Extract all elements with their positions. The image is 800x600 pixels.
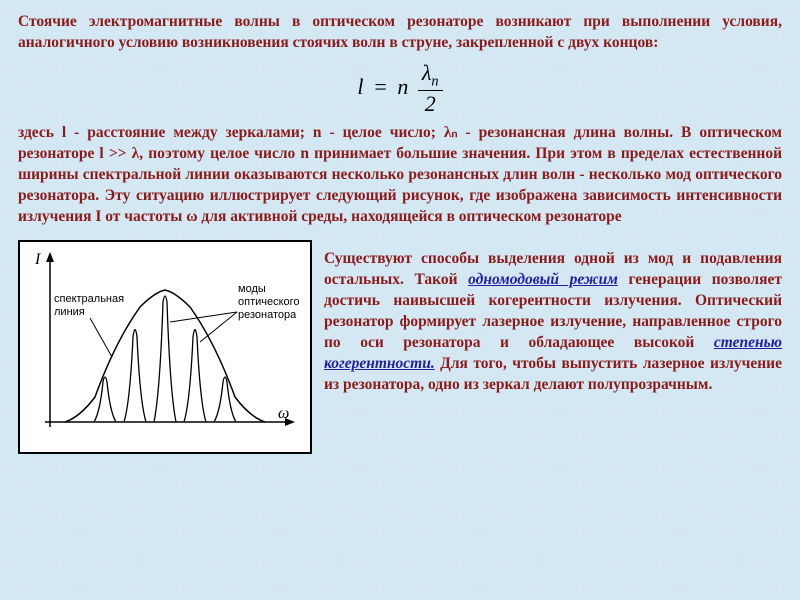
spectral-envelope (65, 290, 265, 422)
paragraph-3: Существуют способы выделения одной из мо… (324, 249, 782, 438)
p3-single-mode: одномодовый режим (468, 271, 618, 288)
label-spectral-1: спектральная (54, 293, 124, 305)
p3-d: . (708, 376, 712, 393)
formula-eq: = (369, 74, 392, 99)
formula-den: 2 (418, 91, 443, 117)
x-axis-label: ω (278, 405, 289, 422)
formula-lhs: l (357, 74, 363, 99)
formula-resonance: l = n λn 2 (18, 60, 782, 117)
paragraph-2: здесь l - расстояние между зеркалами; n … (18, 123, 782, 228)
y-axis-label: I (34, 251, 41, 268)
mode-1 (94, 377, 116, 422)
mode-3 (154, 296, 176, 422)
p3-semi: полупрозрачным (588, 376, 709, 393)
formula-fraction: λn 2 (418, 60, 443, 117)
paragraph-1: Стоячие электромагнитные волны в оптичес… (18, 12, 782, 54)
formula-num-sub: n (431, 73, 438, 89)
label-spectral-2: линия (54, 306, 85, 318)
mode-2 (124, 329, 146, 422)
mode-5 (214, 377, 236, 422)
mode-4 (184, 329, 206, 422)
label-modes-3: резонатора (238, 309, 297, 321)
formula-num: λ (422, 60, 432, 85)
formula-n: n (397, 74, 408, 99)
label-modes-1: моды (238, 283, 266, 295)
graph-intensity-vs-frequency: I ω спектральная линия моды оптического … (18, 240, 312, 454)
label-modes-2: оптического (238, 296, 300, 308)
